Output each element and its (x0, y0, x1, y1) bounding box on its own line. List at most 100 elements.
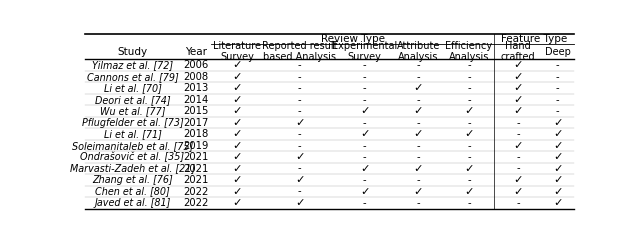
Text: -: - (417, 175, 420, 185)
Text: Literature
Survey: Literature Survey (213, 41, 261, 62)
Text: ✓: ✓ (553, 198, 563, 208)
Text: ✓: ✓ (513, 141, 523, 151)
Text: ✓: ✓ (232, 129, 242, 139)
Text: -: - (417, 141, 420, 151)
Text: -: - (417, 198, 420, 208)
Text: 2022: 2022 (183, 198, 209, 208)
Text: Soleimanitaleb et al. [75]: Soleimanitaleb et al. [75] (72, 141, 193, 151)
Text: -: - (467, 152, 471, 162)
Text: -: - (467, 60, 471, 70)
Text: -: - (467, 118, 471, 128)
Text: ✓: ✓ (553, 152, 563, 162)
Text: Li et al. [71]: Li et al. [71] (104, 129, 161, 139)
Text: ✓: ✓ (232, 106, 242, 116)
Text: -: - (467, 198, 471, 208)
Text: 2017: 2017 (183, 118, 209, 128)
Text: -: - (298, 94, 301, 104)
Text: ✓: ✓ (513, 83, 523, 93)
Text: ✓: ✓ (414, 129, 423, 139)
Text: -: - (298, 60, 301, 70)
Text: ✓: ✓ (513, 175, 523, 185)
Text: -: - (516, 164, 520, 174)
Text: -: - (556, 106, 559, 116)
Text: -: - (516, 198, 520, 208)
Text: ✓: ✓ (513, 60, 523, 70)
Text: ✓: ✓ (360, 106, 369, 116)
Text: -: - (298, 187, 301, 197)
Text: 2014: 2014 (183, 94, 209, 104)
Text: Experimental
Survey: Experimental Survey (332, 41, 397, 62)
Text: Feature Type: Feature Type (500, 34, 567, 44)
Text: -: - (556, 60, 559, 70)
Text: ✓: ✓ (414, 187, 423, 197)
Text: Chen et al. [80]: Chen et al. [80] (95, 187, 170, 197)
Text: -: - (467, 83, 471, 93)
Text: -: - (363, 118, 367, 128)
Text: -: - (417, 118, 420, 128)
Text: -: - (363, 198, 367, 208)
Text: ✓: ✓ (232, 152, 242, 162)
Text: ✓: ✓ (553, 164, 563, 174)
Text: ✓: ✓ (553, 187, 563, 197)
Text: Li et al. [70]: Li et al. [70] (104, 83, 161, 93)
Text: Ondrašovič et al. [35]: Ondrašovič et al. [35] (81, 152, 184, 162)
Text: -: - (417, 72, 420, 82)
Text: ✓: ✓ (232, 141, 242, 151)
Text: ✓: ✓ (232, 175, 242, 185)
Text: 2018: 2018 (183, 129, 209, 139)
Text: ✓: ✓ (295, 198, 305, 208)
Text: -: - (467, 141, 471, 151)
Text: 2021: 2021 (183, 164, 209, 174)
Text: ✓: ✓ (295, 175, 305, 185)
Text: ✓: ✓ (295, 152, 305, 162)
Text: -: - (298, 164, 301, 174)
Text: Deep: Deep (545, 47, 571, 57)
Text: Study: Study (117, 47, 148, 57)
Text: -: - (556, 94, 559, 104)
Text: ✓: ✓ (553, 175, 563, 185)
Text: ✓: ✓ (553, 129, 563, 139)
Text: ✓: ✓ (232, 164, 242, 174)
Text: 2006: 2006 (183, 60, 209, 70)
Text: ✓: ✓ (360, 164, 369, 174)
Text: Review Type: Review Type (321, 34, 385, 44)
Text: ✓: ✓ (360, 187, 369, 197)
Text: Marvasti-Zadeh et al. [21]: Marvasti-Zadeh et al. [21] (70, 164, 195, 174)
Text: 2019: 2019 (183, 141, 209, 151)
Text: -: - (363, 152, 367, 162)
Text: Cannons et al. [79]: Cannons et al. [79] (86, 72, 179, 82)
Text: -: - (298, 129, 301, 139)
Text: -: - (417, 152, 420, 162)
Text: -: - (298, 72, 301, 82)
Text: 2015: 2015 (183, 106, 209, 116)
Text: -: - (363, 94, 367, 104)
Text: ✓: ✓ (414, 83, 423, 93)
Text: ✓: ✓ (464, 164, 474, 174)
Text: -: - (417, 94, 420, 104)
Text: Hand
crafted: Hand crafted (501, 41, 536, 62)
Text: ✓: ✓ (553, 141, 563, 151)
Text: ✓: ✓ (464, 106, 474, 116)
Text: ✓: ✓ (513, 106, 523, 116)
Text: ✓: ✓ (414, 106, 423, 116)
Text: 2022: 2022 (183, 187, 209, 197)
Text: -: - (516, 118, 520, 128)
Text: ✓: ✓ (232, 72, 242, 82)
Text: Javed et al. [81]: Javed et al. [81] (94, 198, 171, 208)
Text: ✓: ✓ (414, 164, 423, 174)
Text: -: - (298, 106, 301, 116)
Text: 2013: 2013 (183, 83, 209, 93)
Text: ✓: ✓ (464, 129, 474, 139)
Text: Yilmaz et al. [72]: Yilmaz et al. [72] (92, 60, 173, 70)
Text: -: - (417, 60, 420, 70)
Text: -: - (363, 83, 367, 93)
Text: -: - (467, 72, 471, 82)
Text: -: - (363, 141, 367, 151)
Text: -: - (556, 72, 559, 82)
Text: ✓: ✓ (295, 118, 305, 128)
Text: 2021: 2021 (183, 152, 209, 162)
Text: -: - (467, 175, 471, 185)
Text: 2008: 2008 (183, 72, 208, 82)
Text: Attribute
Analysis: Attribute Analysis (397, 41, 440, 62)
Text: Reported result
based Analysis: Reported result based Analysis (262, 41, 337, 62)
